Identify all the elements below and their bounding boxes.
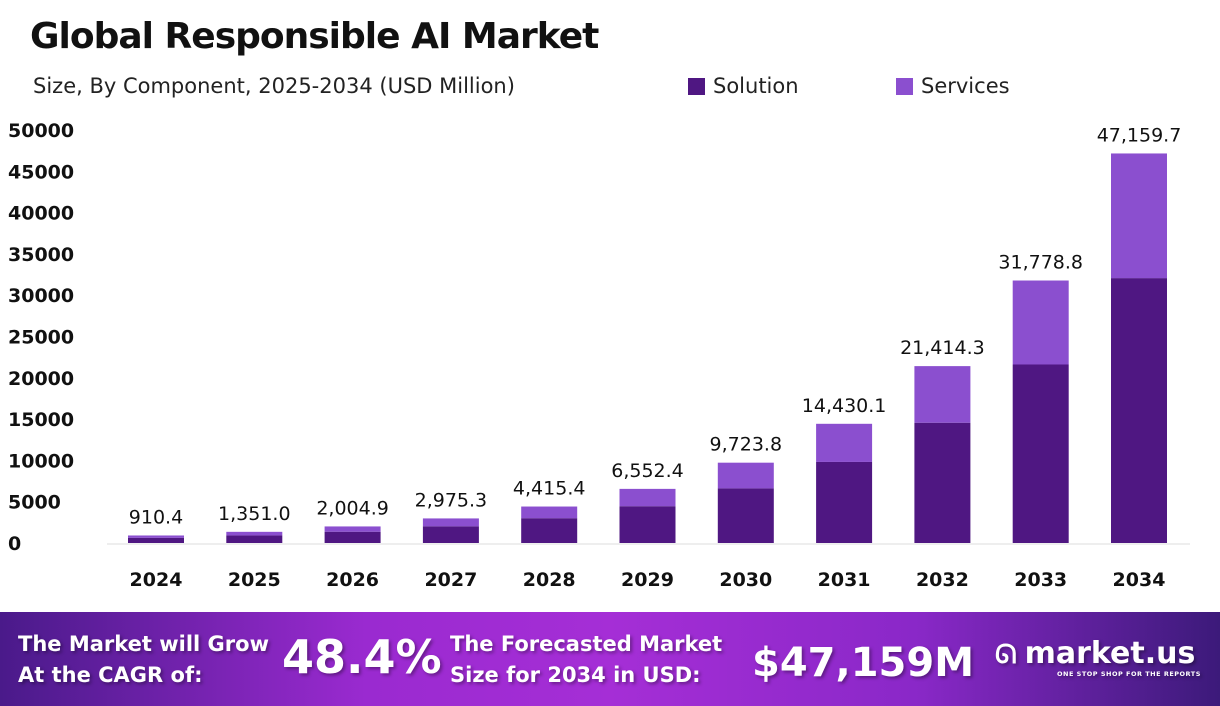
bar-services	[914, 366, 971, 423]
legend-label: Solution	[713, 74, 799, 98]
brand-logo: ᘏ market.us	[995, 636, 1196, 671]
total-label: 4,415.4	[513, 478, 586, 500]
y-tick-label: 15000	[8, 409, 74, 431]
legend-solution: Solution	[688, 74, 799, 98]
bar-solution	[619, 506, 676, 543]
legend-swatch	[896, 77, 913, 95]
bar-services	[422, 518, 479, 527]
bar-services	[1111, 153, 1167, 279]
total-label: 6,552.4	[611, 460, 684, 482]
total-label: 47,159.7	[1097, 124, 1182, 146]
bar-solution	[1111, 278, 1167, 543]
legend-label: Services	[921, 74, 1010, 98]
bar-solution	[1012, 364, 1069, 543]
x-tick-label: 2029	[621, 569, 674, 591]
x-tick-label: 2024	[130, 569, 183, 591]
bar-solution	[914, 422, 971, 543]
bar-services	[521, 506, 578, 519]
bar-services	[226, 531, 283, 536]
x-tick-label: 2032	[916, 569, 969, 591]
total-label: 2,975.3	[415, 489, 488, 511]
x-tick-label: 2027	[424, 569, 477, 591]
total-label: 31,778.8	[998, 252, 1083, 274]
y-tick-label: 35000	[8, 244, 74, 266]
x-tick-label: 2025	[228, 569, 281, 591]
total-label: 14,430.1	[802, 395, 887, 417]
total-label: 1,351.0	[218, 503, 291, 525]
brand-tagline: ONE STOP SHOP FOR THE REPORTS	[1057, 670, 1201, 678]
bar-services	[128, 535, 184, 538]
chart-title: Global Responsible AI Market	[30, 16, 599, 57]
chart-subtitle: Size, By Component, 2025-2034 (USD Milli…	[33, 74, 515, 98]
total-label: 2,004.9	[316, 497, 389, 519]
bar-chart: 0 5000 10000 15000 20000 25000 30000 35000 40000…	[8, 120, 1190, 591]
bar-services	[816, 423, 873, 462]
logo-icon: ᘏ	[995, 640, 1017, 670]
forecast-label: The Forecasted Market Size for 2034 in US…	[450, 632, 723, 687]
bar-solution	[422, 526, 479, 543]
bar-solution	[717, 488, 774, 543]
x-tick-label: 2034	[1113, 569, 1166, 591]
bar-solution	[521, 518, 578, 543]
y-tick-label: 30000	[8, 285, 74, 307]
bar-services	[619, 488, 676, 507]
y-tick-label: 20000	[8, 368, 74, 390]
bar-services	[717, 462, 774, 489]
x-tick-label: 2030	[719, 569, 772, 591]
legend-swatch	[688, 77, 705, 95]
bar-solution	[226, 535, 283, 543]
y-tick-label: 40000	[8, 203, 74, 225]
total-label: 21,414.3	[900, 337, 985, 359]
x-tick-label: 2026	[326, 569, 379, 591]
x-tick-label: 2028	[523, 569, 576, 591]
summary-banner: The Market will Grow At the CAGR of: 48.4…	[0, 612, 1220, 706]
forecast-value: $47,159M	[752, 640, 974, 686]
total-label: 910.4	[129, 506, 183, 528]
x-tick-label: 2033	[1014, 569, 1067, 591]
y-tick-label: 0	[8, 533, 21, 555]
bar-solution	[324, 531, 381, 543]
y-tick-label: 10000	[8, 450, 74, 472]
bar-solution	[128, 537, 184, 543]
y-tick-label: 25000	[8, 327, 74, 349]
legend-services: Services	[896, 74, 1010, 98]
bar-services	[324, 526, 381, 532]
y-tick-label: 5000	[8, 492, 61, 514]
bar-solution	[816, 461, 873, 543]
bar-services	[1012, 280, 1069, 365]
cagr-label: The Market will Grow At the CAGR of:	[18, 632, 269, 687]
total-label: 9,723.8	[710, 434, 783, 456]
y-tick-label: 50000	[8, 120, 74, 142]
cagr-value: 48.4%	[282, 630, 442, 684]
y-tick-label: 45000	[8, 161, 74, 183]
x-tick-label: 2031	[818, 569, 871, 591]
